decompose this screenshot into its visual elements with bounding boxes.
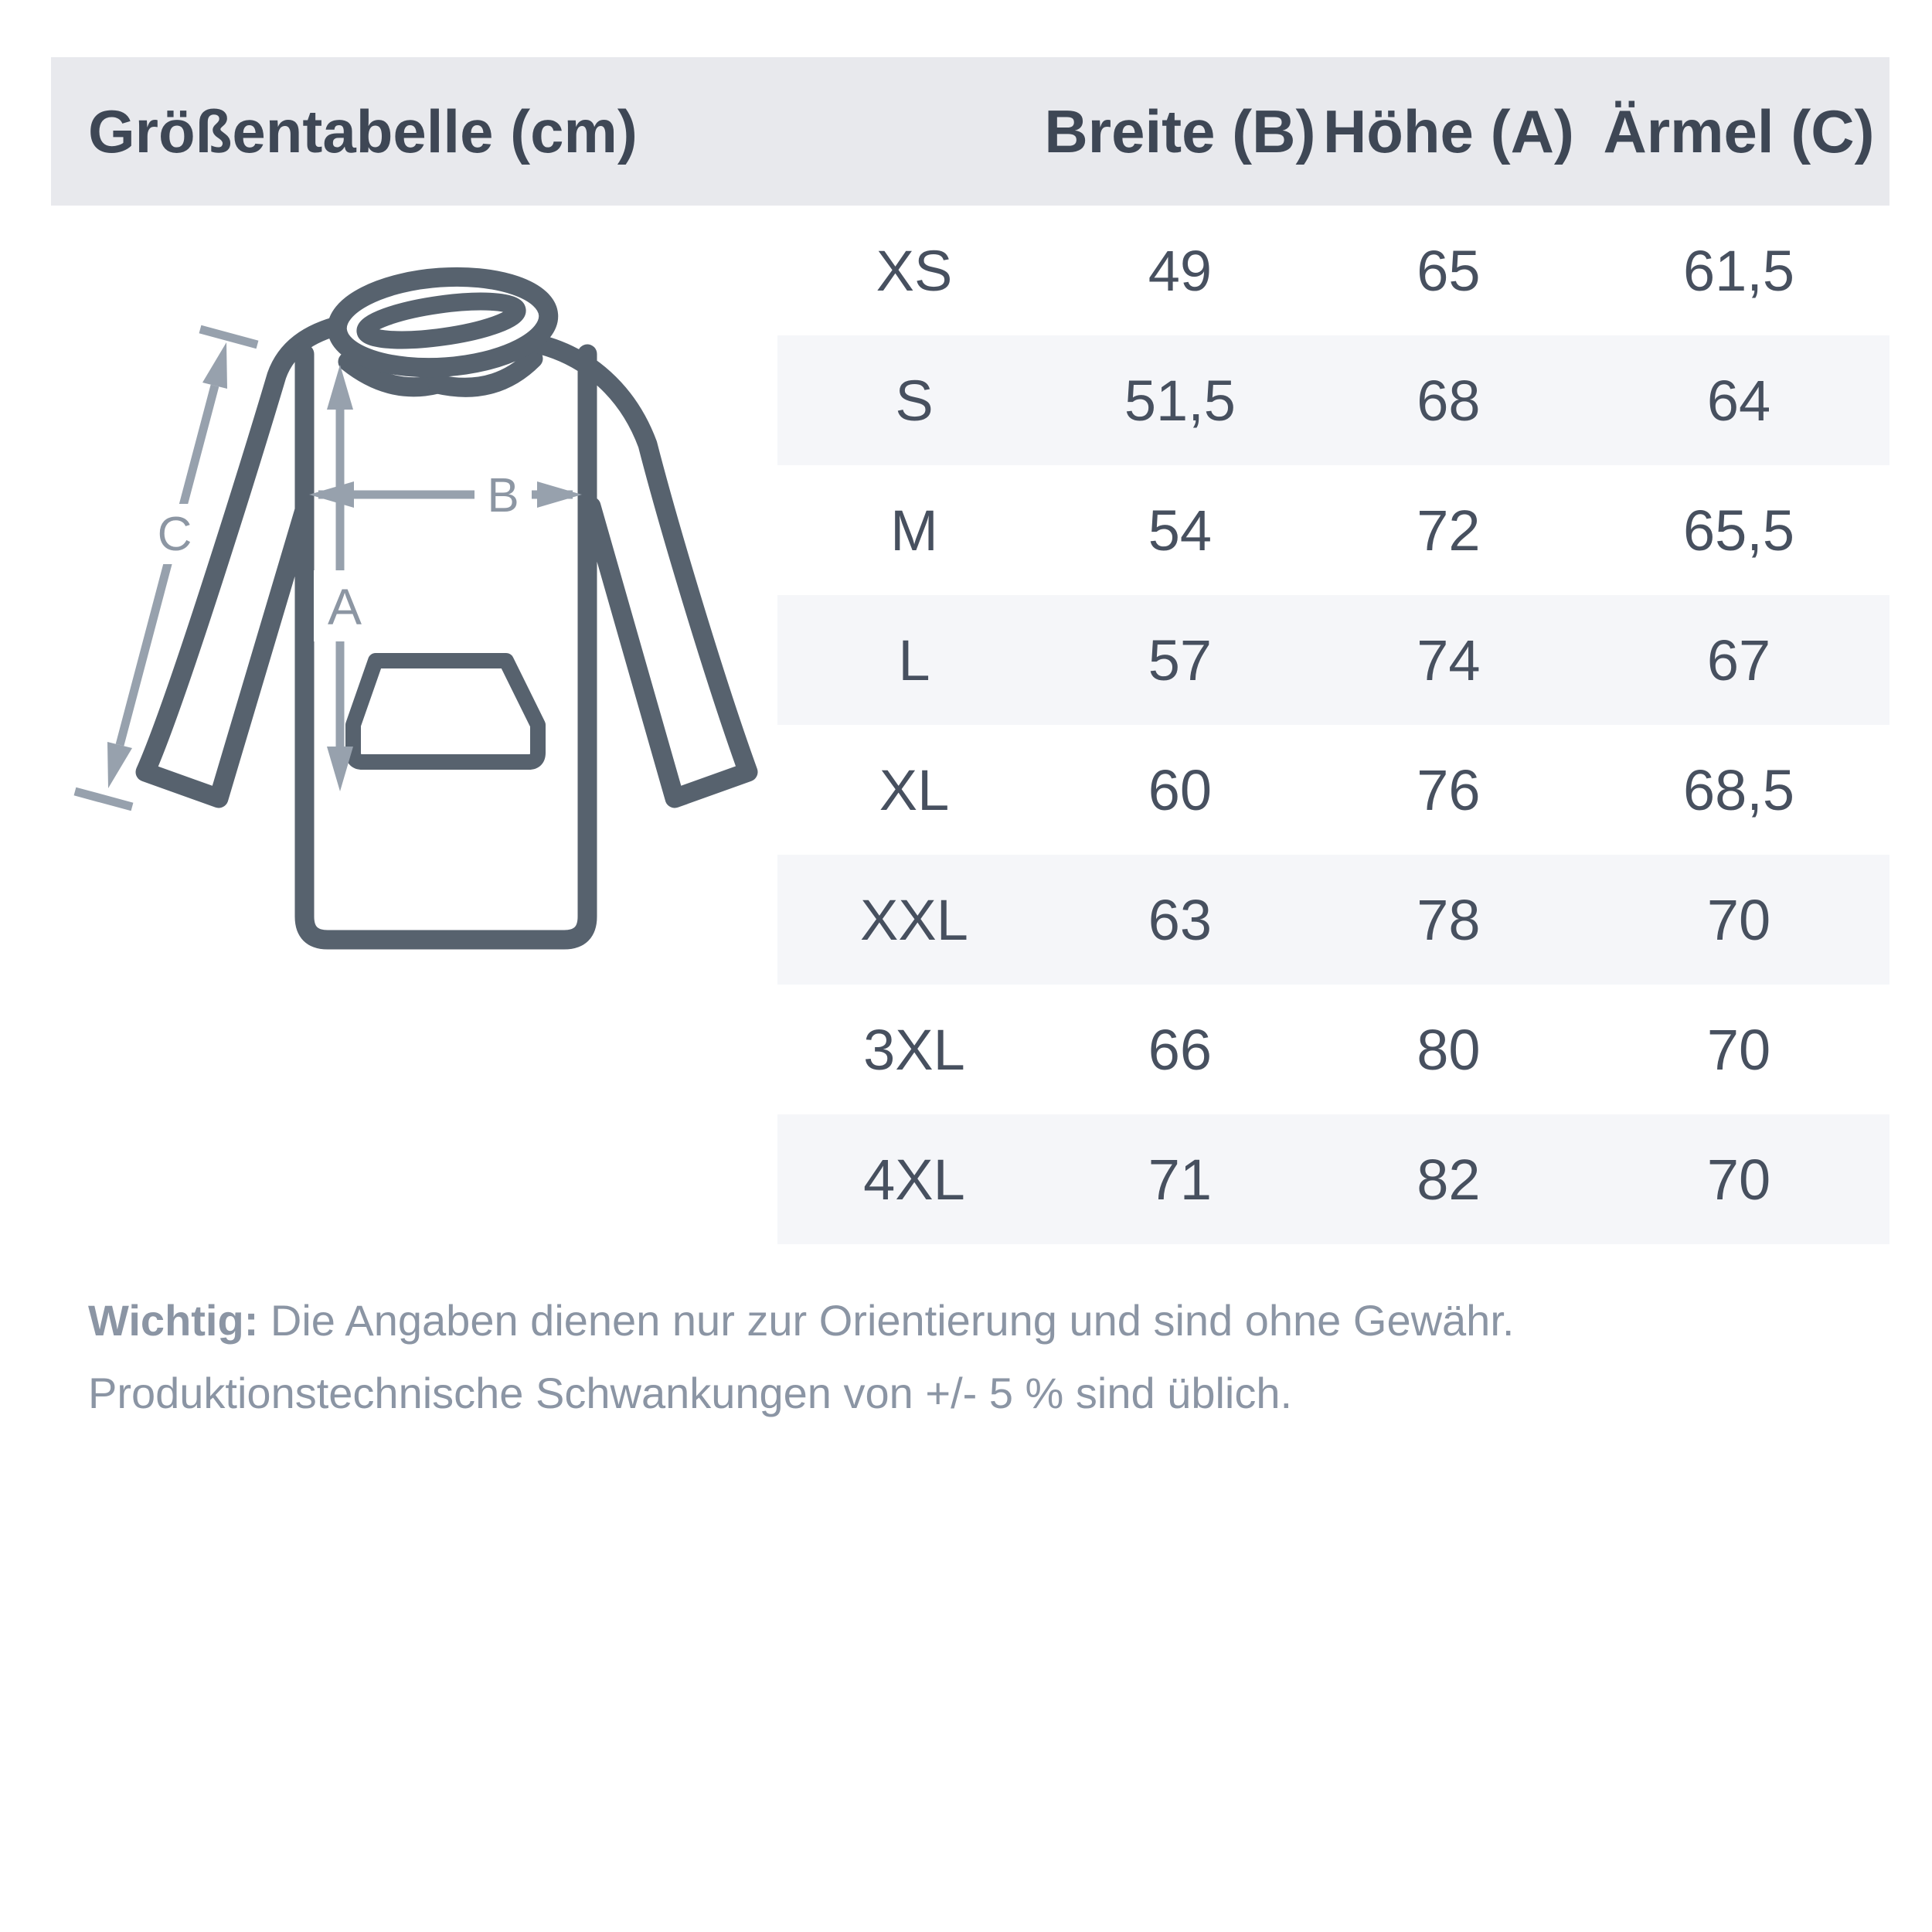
cell-hoehe: 72 [1417, 498, 1481, 563]
cell-size: S [895, 368, 934, 433]
column-header-hoehe: Höhe (A) [1322, 97, 1574, 165]
cell-size: XL [879, 757, 950, 822]
cell-hoehe: 65 [1417, 238, 1481, 303]
cell-aermel: 65,5 [1682, 498, 1795, 563]
dimension-label-c: C [158, 508, 192, 561]
cell-aermel: 61,5 [1682, 238, 1795, 303]
disclaimer-note: Wichtig: Die Angaben dienen nur zur Orie… [88, 1284, 1896, 1430]
table-row-l: L 57 74 67 [777, 595, 1889, 725]
note-prefix: Wichtig: [88, 1296, 259, 1345]
table-row-xs: XS 49 65 61,5 [777, 206, 1889, 335]
cell-breite: 51,5 [1124, 368, 1236, 433]
size-table: XS 49 65 61,5 S 51,5 68 64 M 54 72 65,5 … [777, 206, 1889, 1244]
note-line-2: Produktionstechnische Schwankungen von +… [88, 1369, 1293, 1417]
cell-aermel: 70 [1706, 1147, 1771, 1212]
cell-hoehe: 82 [1417, 1147, 1481, 1212]
dimension-arrow-b [309, 481, 582, 508]
page-title: Größentabelle (cm) [88, 97, 638, 165]
cell-breite: 63 [1148, 887, 1213, 952]
cell-size: M [890, 498, 938, 563]
cell-aermel: 64 [1706, 368, 1771, 433]
size-chart-header: Größentabelle (cm) Breite (B) Höhe (A) Ä… [51, 57, 1889, 206]
cell-size: L [898, 628, 930, 692]
table-row-xl: XL 60 76 68,5 [777, 725, 1889, 855]
cell-aermel: 70 [1706, 887, 1771, 952]
cell-hoehe: 74 [1417, 628, 1481, 692]
cell-hoehe: 68 [1417, 368, 1481, 433]
cell-aermel: 67 [1706, 628, 1771, 692]
pocket-outline [345, 653, 546, 770]
cell-hoehe: 78 [1417, 887, 1481, 952]
cell-breite: 60 [1148, 757, 1213, 822]
cell-hoehe: 76 [1417, 757, 1481, 822]
hood-icon [327, 267, 559, 378]
cell-breite: 66 [1148, 1017, 1213, 1082]
cell-breite: 54 [1148, 498, 1213, 563]
cell-aermel: 70 [1706, 1017, 1771, 1082]
dimension-label-b: B [487, 469, 519, 522]
table-row-m: M 54 72 65,5 [777, 465, 1889, 595]
cell-size: 3XL [863, 1017, 965, 1082]
table-row-4xl: 4XL 71 82 70 [777, 1114, 1889, 1244]
cell-breite: 71 [1148, 1147, 1213, 1212]
dimension-labels: A B C [150, 462, 532, 641]
table-row-3xl: 3XL 66 80 70 [777, 985, 1889, 1114]
dimension-arrow-c [73, 325, 259, 811]
cell-breite: 49 [1148, 238, 1213, 303]
column-header-breite: Breite (B) [1044, 97, 1316, 165]
hoodie-outline [135, 315, 758, 950]
cell-hoehe: 80 [1417, 1017, 1481, 1082]
note-line-1: Die Angaben dienen nur zur Orientierung … [258, 1296, 1515, 1345]
cell-size: XS [876, 238, 953, 303]
column-headers: Breite (B) Höhe (A) Ärmel (C) [777, 57, 1889, 206]
cell-size: XXL [860, 887, 968, 952]
cell-breite: 57 [1148, 628, 1213, 692]
cell-aermel: 68,5 [1682, 757, 1795, 822]
table-row-xxl: XXL 63 78 70 [777, 855, 1889, 985]
dimension-label-a: A [328, 578, 362, 635]
cell-size: 4XL [863, 1147, 965, 1212]
table-row-s: S 51,5 68 64 [777, 335, 1889, 465]
column-header-aermel: Ärmel (C) [1603, 97, 1875, 165]
